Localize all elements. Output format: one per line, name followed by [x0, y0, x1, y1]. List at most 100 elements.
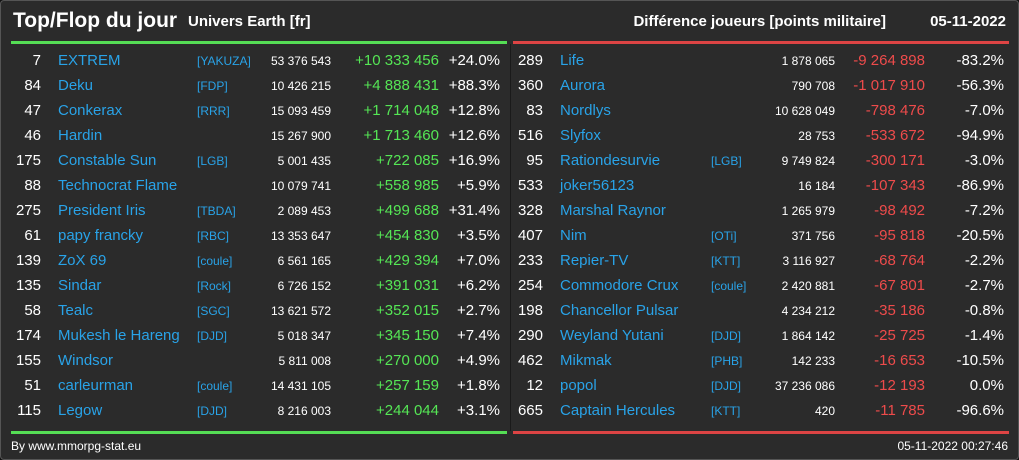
player-rank: 139: [15, 252, 41, 269]
player-name-link[interactable]: Marshal Raynor: [560, 202, 666, 219]
page-title: Top/Flop du jour: [13, 9, 178, 32]
player-name-link[interactable]: Mikmak: [560, 352, 612, 369]
player-points: 53 376 543: [270, 54, 331, 68]
percent-change: -2.2%: [964, 252, 1004, 269]
report-date: 05-11-2022: [930, 13, 1006, 30]
alliance-tag-link[interactable]: [KTT]: [711, 254, 741, 268]
percent-change: -1.4%: [964, 327, 1004, 344]
alliance-tag-link[interactable]: [LGB]: [197, 154, 228, 168]
alliance-tag-link[interactable]: [DJD]: [197, 404, 227, 418]
player-name-link[interactable]: Chancellor Pulsar: [560, 302, 679, 319]
player-name-link[interactable]: joker56123: [560, 177, 635, 194]
points-difference: +499 688: [376, 202, 439, 219]
percent-change: +7.0%: [457, 252, 500, 269]
alliance-tag-link[interactable]: [YAKUZA]: [197, 54, 251, 68]
player-name-link[interactable]: Conkerax: [58, 102, 123, 119]
player-name-link[interactable]: Legow: [58, 402, 103, 419]
alliance-tag-link[interactable]: [RBC]: [197, 229, 230, 243]
player-points: 2 420 881: [781, 279, 835, 293]
alliance-tag-link[interactable]: [RRR]: [197, 104, 230, 118]
percent-change: +6.2%: [457, 277, 500, 294]
points-difference: -35 186: [874, 302, 925, 319]
alliance-tag-link[interactable]: [TBDA]: [197, 204, 236, 218]
alliance-tag-link[interactable]: [SGC]: [197, 304, 230, 318]
player-name-link[interactable]: Deku: [58, 77, 94, 94]
player-name-link[interactable]: Mukesh le Hareng: [58, 327, 180, 344]
player-rank: 275: [15, 202, 41, 219]
percent-change: +88.3%: [448, 77, 500, 94]
percent-change: -10.5%: [956, 352, 1004, 369]
points-difference: +722 085: [376, 152, 439, 169]
player-points: 5 811 008: [278, 354, 332, 368]
player-name-link[interactable]: papy francky: [58, 227, 144, 244]
player-points: 13 621 572: [270, 304, 331, 318]
percent-change: +4.9%: [457, 352, 500, 369]
alliance-tag-link[interactable]: [LGB]: [711, 154, 742, 168]
player-name-link[interactable]: carleurman: [58, 377, 134, 394]
table-row: 115 Legow [DJD] 8 216 003 +244 044 +3.1%: [11, 398, 507, 423]
percent-change: +1.8%: [457, 377, 500, 394]
player-rank: 83: [526, 102, 543, 119]
percent-change: -7.2%: [964, 202, 1004, 219]
player-rank: 51: [24, 377, 41, 394]
alliance-tag-link[interactable]: [DJD]: [711, 379, 741, 393]
player-name-link[interactable]: popol: [560, 377, 597, 394]
player-name-link[interactable]: Life: [560, 52, 585, 69]
table-row: 516 Slyfox 28 753 -533 672 -94.9%: [513, 123, 1009, 148]
site-credit: By www.mmorpg-stat.eu: [11, 439, 142, 453]
alliance-tag-link[interactable]: [DJD]: [711, 329, 741, 343]
player-rank: 198: [517, 302, 543, 319]
percent-change: +12.8%: [448, 102, 500, 119]
player-rank: 533: [517, 177, 543, 194]
points-difference: +1 713 460: [363, 127, 440, 144]
alliance-tag-link[interactable]: [coule]: [197, 379, 233, 393]
percent-change: -2.7%: [964, 277, 1004, 294]
percent-change: -86.9%: [956, 177, 1004, 194]
player-rank: 135: [15, 277, 41, 294]
player-name-link[interactable]: President Iris: [58, 202, 146, 219]
generated-timestamp: 05-11-2022 00:27:46: [897, 439, 1008, 453]
player-rank: 462: [517, 352, 543, 369]
player-name-link[interactable]: Constable Sun: [58, 152, 157, 169]
player-name-link[interactable]: Windsor: [58, 352, 114, 369]
player-name-link[interactable]: Nim: [560, 227, 587, 244]
player-points: 142 233: [791, 354, 835, 368]
alliance-tag-link[interactable]: [KTT]: [711, 404, 741, 418]
player-name-link[interactable]: Captain Hercules: [560, 402, 676, 419]
player-name-link[interactable]: Nordlys: [560, 102, 611, 119]
player-points: 3 116 927: [782, 254, 836, 268]
player-rank: 58: [24, 302, 41, 319]
points-difference: +244 044: [376, 402, 439, 419]
column-separator: [510, 44, 511, 431]
table-row: 61 papy francky [RBC] 13 353 647 +454 830 +3.…: [11, 223, 507, 248]
alliance-tag-link[interactable]: [DJD]: [197, 329, 227, 343]
table-row: 407 Nim [OTi] 371 756 -95 818 -20.5%: [513, 223, 1009, 248]
table-row: 51 carleurman [coule] 14 431 105 +257 159 +1.…: [11, 373, 507, 398]
player-name-link[interactable]: Repier-TV: [560, 252, 629, 269]
alliance-tag-link[interactable]: [Rock]: [197, 279, 232, 293]
player-name-link[interactable]: Hardin: [58, 127, 103, 144]
alliance-tag-link[interactable]: [coule]: [197, 254, 233, 268]
player-name-link[interactable]: Technocrat Flame: [58, 177, 178, 194]
points-difference: -98 492: [874, 202, 925, 219]
player-points: 1 265 979: [781, 204, 835, 218]
player-name-link[interactable]: Weyland Yutani: [560, 327, 664, 344]
alliance-tag-link[interactable]: [FDP]: [197, 79, 228, 93]
player-name-link[interactable]: Commodore Crux: [560, 277, 679, 294]
percent-change: -94.9%: [956, 127, 1004, 144]
player-rank: 95: [526, 152, 543, 169]
player-name-link[interactable]: Tealc: [58, 302, 94, 319]
player-name-link[interactable]: ZoX 69: [58, 252, 107, 269]
table-row: 360 Aurora 790 708 -1 017 910 -56.3%: [513, 73, 1009, 98]
player-name-link[interactable]: Aurora: [560, 77, 606, 94]
player-points: 8 216 003: [277, 404, 331, 418]
player-name-link[interactable]: Rationdesurvie: [560, 152, 661, 169]
player-name-link[interactable]: Slyfox: [560, 127, 601, 144]
percent-change: +2.7%: [457, 302, 500, 319]
alliance-tag-link[interactable]: [OTi]: [711, 229, 737, 243]
player-name-link[interactable]: Sindar: [58, 277, 102, 294]
alliance-tag-link[interactable]: [coule]: [711, 279, 747, 293]
player-points: 28 753: [798, 129, 835, 143]
alliance-tag-link[interactable]: [PHB]: [711, 354, 743, 368]
player-name-link[interactable]: EXTREM: [58, 52, 121, 69]
